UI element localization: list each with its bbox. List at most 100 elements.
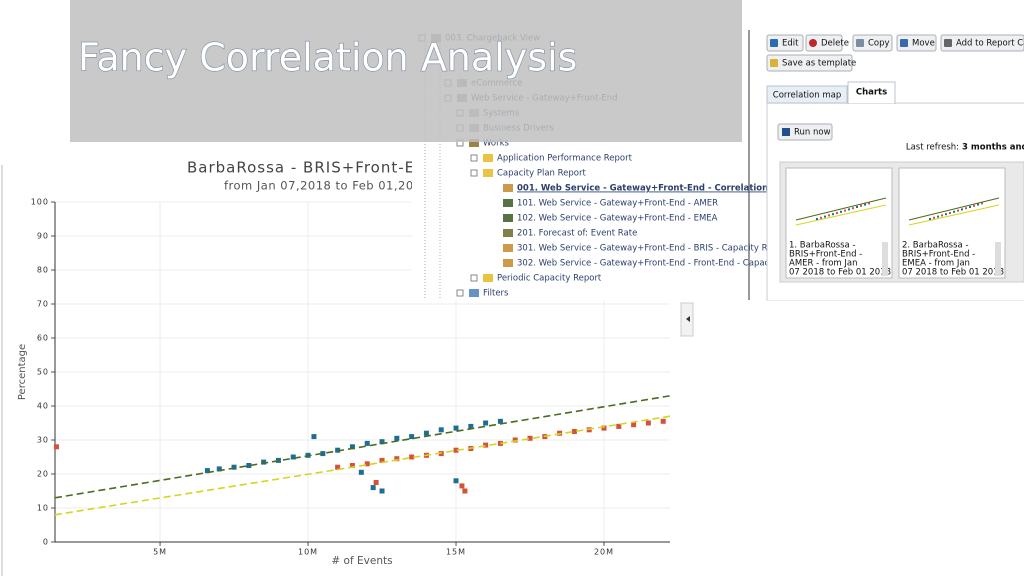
button-icon bbox=[770, 59, 778, 67]
tree-label: Periodic Capacity Report bbox=[497, 274, 602, 284]
button-label: Edit bbox=[782, 39, 799, 49]
point bbox=[423, 430, 429, 436]
button-bg bbox=[766, 54, 853, 72]
thumb-dot bbox=[832, 213, 834, 216]
thumb-caption: 2. BarbaRossa - bbox=[902, 241, 969, 251]
thumb-dot bbox=[844, 209, 846, 212]
thumb-dot bbox=[864, 203, 866, 206]
thumb-dot bbox=[945, 213, 947, 216]
tree-label: Works bbox=[483, 139, 510, 149]
tree-item[interactable]: Periodic Capacity Report bbox=[470, 274, 602, 284]
tab-label: Charts bbox=[856, 88, 887, 98]
tree-icon bbox=[503, 199, 513, 207]
button-icon bbox=[782, 128, 790, 136]
thumb-caption: BRIS+Front-End - bbox=[902, 250, 975, 260]
thumb-dot bbox=[973, 204, 975, 207]
button-icon bbox=[770, 39, 778, 47]
thumb-dot bbox=[820, 216, 822, 219]
toolbar-button[interactable]: Add to Report Cart bbox=[940, 34, 1024, 52]
tree-item[interactable]: Filters bbox=[456, 289, 509, 299]
tree-item[interactable]: 001. Web Service - Gateway+Front-End - C… bbox=[503, 184, 811, 194]
tree-label: 101. Web Service - Gateway+Front-End - A… bbox=[517, 199, 718, 209]
trend-line bbox=[54, 395, 671, 499]
point bbox=[373, 480, 379, 485]
point bbox=[483, 420, 489, 426]
x-tick-label: 5M bbox=[153, 548, 167, 557]
point bbox=[204, 468, 210, 474]
tree-item[interactable]: 101. Web Service - Gateway+Front-End - A… bbox=[503, 199, 718, 209]
button-bg bbox=[940, 34, 1024, 52]
tree-label: 302. Web Service - Gateway+Front-End - F… bbox=[517, 259, 799, 269]
run-button[interactable]: Run now bbox=[777, 123, 833, 141]
point bbox=[364, 440, 370, 446]
point bbox=[231, 464, 237, 470]
chart: BarbaRossa - BRIS+Front-E from Jan 07,201… bbox=[1, 159, 694, 576]
button-label: Copy bbox=[868, 39, 890, 49]
thumb-caption: AMER - from Jan bbox=[789, 259, 857, 269]
tree-item[interactable]: 201. Forecast of: Event Rate bbox=[503, 229, 637, 239]
thumb-dot bbox=[941, 214, 943, 217]
point bbox=[364, 461, 370, 467]
thumbnail[interactable]: 1. BarbaRossa -BRIS+Front-End -AMER - fr… bbox=[785, 167, 893, 279]
tree-icon bbox=[503, 184, 513, 192]
tree-item[interactable]: 302. Web Service - Gateway+Front-End - F… bbox=[503, 259, 799, 269]
tab[interactable]: Correlation map bbox=[766, 85, 848, 104]
point bbox=[349, 463, 355, 468]
point bbox=[497, 418, 503, 424]
thumb-dot bbox=[953, 210, 955, 213]
point bbox=[349, 444, 355, 450]
point bbox=[394, 456, 400, 462]
button-label: Save as template bbox=[782, 59, 856, 69]
y-tick-label: 70 bbox=[37, 300, 49, 309]
thumb-trend bbox=[908, 197, 1000, 221]
tree-item[interactable]: 102. Web Service - Gateway+Front-End - E… bbox=[503, 214, 718, 224]
tree-label: Filters bbox=[483, 289, 509, 299]
expander bbox=[470, 169, 478, 177]
toolbar-button[interactable]: Delete bbox=[805, 34, 849, 52]
toolbar-button[interactable]: Edit bbox=[766, 34, 804, 52]
point bbox=[290, 454, 296, 460]
thumb-dot bbox=[848, 208, 850, 211]
thumb-dot bbox=[949, 212, 951, 214]
point bbox=[453, 447, 459, 453]
tree-label: Application Performance Report bbox=[497, 154, 633, 164]
thumb-dot bbox=[828, 214, 830, 217]
toolbar-button[interactable]: Move bbox=[896, 34, 937, 52]
thumb-dot bbox=[957, 209, 959, 212]
point bbox=[311, 434, 317, 440]
tab-label: Correlation map bbox=[773, 91, 841, 101]
thumb-dot bbox=[965, 207, 967, 210]
point bbox=[379, 457, 385, 463]
tree-item[interactable]: Capacity Plan Report bbox=[470, 169, 586, 179]
point bbox=[358, 469, 364, 475]
title-box bbox=[70, 0, 742, 142]
thumb-scroll bbox=[882, 242, 888, 276]
tree-item[interactable]: Application Performance Report bbox=[470, 154, 633, 164]
tree-icon bbox=[503, 214, 513, 222]
tab[interactable]: Charts bbox=[847, 81, 896, 105]
thumb-dot bbox=[856, 206, 858, 208]
toolbar-button[interactable]: Save as template bbox=[766, 54, 856, 72]
point bbox=[468, 423, 474, 429]
point bbox=[453, 425, 459, 431]
x-tick-label: 10M bbox=[298, 548, 318, 557]
button-label: Move bbox=[912, 39, 935, 49]
thumbnail[interactable]: 2. BarbaRossa -BRIS+Front-End -EMEA - fr… bbox=[898, 167, 1006, 279]
point bbox=[616, 423, 622, 429]
tree-item[interactable]: 301. Web Service - Gateway+Front-End - B… bbox=[503, 244, 790, 254]
button-label: Run now bbox=[794, 128, 831, 138]
point bbox=[320, 451, 326, 457]
point bbox=[527, 435, 533, 441]
tree-icon bbox=[503, 229, 513, 237]
button-icon bbox=[809, 39, 817, 47]
point bbox=[216, 466, 222, 472]
thumb-caption: 07 2018 to Feb 01 2018 bbox=[902, 268, 1004, 278]
button-label: Delete bbox=[821, 39, 849, 49]
expander bbox=[456, 289, 464, 297]
point bbox=[462, 488, 468, 494]
point bbox=[601, 425, 607, 431]
point bbox=[370, 485, 376, 491]
toolbar-button[interactable]: Copy bbox=[852, 34, 893, 52]
tree-icon bbox=[483, 154, 493, 162]
thumb-dot bbox=[937, 215, 939, 218]
